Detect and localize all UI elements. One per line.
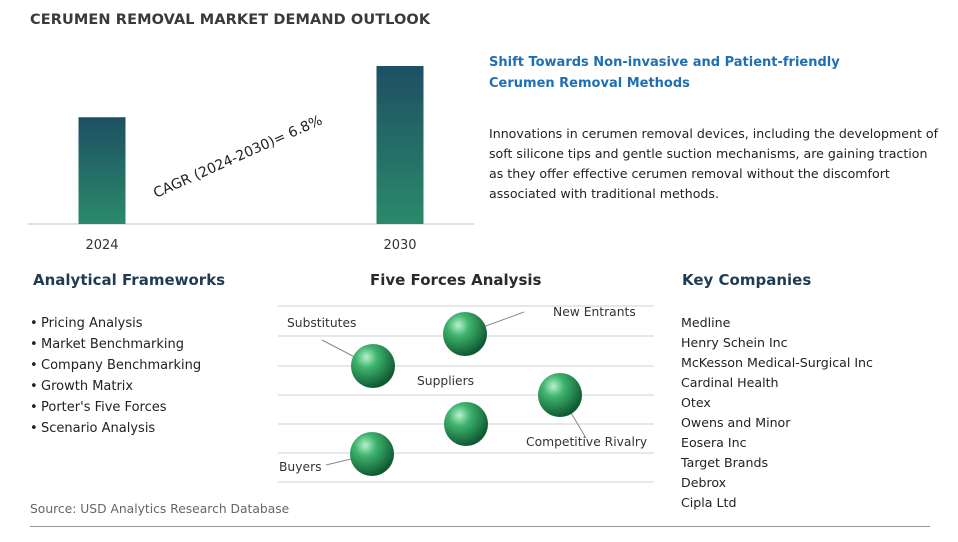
x-tick-labels: 2024 2030 bbox=[85, 238, 416, 253]
headline: Shift Towards Non-invasive and Patient-f… bbox=[489, 55, 840, 91]
list-item: • Porter's Five Forces bbox=[30, 397, 201, 418]
companies-title: Key Companies bbox=[682, 271, 812, 289]
list-item: Cipla Ltd bbox=[681, 495, 737, 510]
bar-chart-svg: 2024 2030 CAGR (2024-2030)= 6.8% bbox=[28, 66, 474, 253]
force-label-new-entrants: New Entrants bbox=[553, 305, 636, 319]
bullet-icon: • bbox=[30, 400, 38, 415]
five-forces-diagram: Substitutes New Entrants Suppliers Compe… bbox=[278, 300, 658, 490]
source-note: Source: USD Analytics Research Database bbox=[30, 502, 290, 516]
force-label-substitutes: Substitutes bbox=[287, 316, 357, 330]
bullet-icon: • bbox=[30, 316, 38, 331]
force-label-buyers: Buyers bbox=[279, 460, 322, 474]
list-item: McKesson Medical-Surgical Inc bbox=[681, 355, 873, 370]
companies-list: Medline Henry Schein Inc McKesson Medica… bbox=[681, 313, 873, 513]
list-item: Henry Schein Inc bbox=[681, 335, 788, 350]
bullet-icon: • bbox=[30, 337, 38, 352]
list-item: Debrox bbox=[681, 475, 727, 490]
suppliers-sphere-icon bbox=[444, 402, 488, 446]
list-item: Owens and Minor bbox=[681, 415, 791, 430]
list-item: • Scenario Analysis bbox=[30, 418, 201, 439]
list-item: Otex bbox=[681, 395, 711, 410]
bar-2030 bbox=[376, 66, 424, 224]
new-entrants-sphere-icon bbox=[443, 312, 487, 356]
force-label-competitive-rivalry: Competitive Rivalry bbox=[526, 435, 648, 449]
bullet-icon: • bbox=[30, 379, 38, 394]
bullet-icon: • bbox=[30, 358, 38, 373]
frameworks-list: • Pricing Analysis • Market Benchmarking •… bbox=[30, 313, 201, 439]
bullet-icon: • bbox=[30, 421, 38, 436]
bottom-divider bbox=[30, 526, 930, 527]
list-item: Medline bbox=[681, 315, 731, 330]
list-item: Cardinal Health bbox=[681, 375, 779, 390]
description-text: Innovations in cerumen removal devices, … bbox=[489, 126, 939, 201]
x-tick-label: 2030 bbox=[383, 238, 416, 253]
list-item: Eosera Inc bbox=[681, 435, 747, 450]
bar-2024 bbox=[78, 117, 126, 224]
list-item: Target Brands bbox=[681, 455, 769, 470]
bars-group bbox=[78, 66, 424, 224]
buyers-sphere-icon bbox=[350, 432, 394, 476]
substitutes-sphere-icon bbox=[351, 344, 395, 388]
list-item: • Growth Matrix bbox=[30, 376, 201, 397]
market-outlook-chart: 2024 2030 CAGR (2024-2030)= 6.8% bbox=[28, 36, 478, 266]
five-forces-title: Five Forces Analysis bbox=[370, 271, 542, 289]
page-title: CERUMEN REMOVAL MARKET DEMAND OUTLOOK bbox=[30, 12, 431, 28]
force-label-suppliers: Suppliers bbox=[417, 374, 475, 388]
x-tick-label: 2024 bbox=[85, 238, 118, 253]
five-forces-svg bbox=[278, 305, 654, 483]
frameworks-title: Analytical Frameworks bbox=[33, 271, 226, 289]
list-item: • Market Benchmarking bbox=[30, 334, 201, 355]
list-item: • Company Benchmarking bbox=[30, 355, 201, 376]
cagr-annotation: CAGR (2024-2030)= 6.8% bbox=[151, 113, 325, 202]
list-item: • Pricing Analysis bbox=[30, 313, 201, 334]
competitive-rivalry-sphere-icon bbox=[538, 373, 582, 417]
